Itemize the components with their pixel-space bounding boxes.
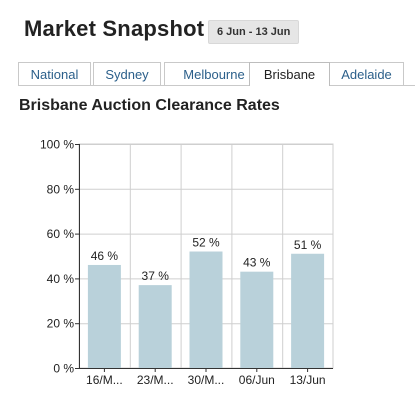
city-tabs: National Sydney Melbourne Brisbane Adela… bbox=[18, 62, 415, 86]
x-tick-label: 23/M... bbox=[137, 373, 174, 387]
tab-melbourne[interactable]: Melbourne bbox=[164, 62, 264, 85]
y-tick-label: 0 % bbox=[53, 362, 74, 376]
bar bbox=[291, 253, 325, 368]
clearance-rate-chart: 0 % 20 % 40 % 60 % 80 % 100 % 46 % 16/M... 37 % 2… bbox=[0, 128, 415, 410]
tab-sydney[interactable]: Sydney bbox=[93, 62, 161, 85]
y-tick-label: 60 % bbox=[47, 227, 75, 241]
page-title: Market Snapshot bbox=[24, 16, 205, 41]
bar bbox=[87, 264, 121, 368]
bar bbox=[189, 251, 223, 368]
x-tick-label: 06/Jun bbox=[239, 373, 275, 387]
bar-value-label: 43 % bbox=[243, 256, 271, 270]
tab-brisbane[interactable]: Brisbane bbox=[249, 62, 330, 86]
bar bbox=[240, 271, 274, 368]
bar-value-label: 37 % bbox=[142, 269, 170, 283]
date-range-badge: 6 Jun - 13 Jun bbox=[208, 20, 300, 44]
y-tick-label: 100 % bbox=[40, 138, 74, 152]
bar-chart-svg: 0 % 20 % 40 % 60 % 80 % 100 % 46 % 16/M... 37 % 2… bbox=[40, 138, 334, 387]
header: Market Snapshot 6 Jun - 13 Jun bbox=[0, 0, 415, 56]
y-tick-label: 20 % bbox=[47, 317, 75, 331]
chart-subtitle: Brisbane Auction Clearance Rates bbox=[19, 97, 280, 114]
x-tick-label: 30/M... bbox=[188, 373, 225, 387]
tab-adelaide[interactable]: Adelaide bbox=[329, 62, 404, 85]
y-tick-label: 80 % bbox=[47, 182, 75, 196]
x-tick-label: 16/M... bbox=[86, 373, 123, 387]
bar-value-label: 46 % bbox=[91, 249, 119, 263]
tab-national[interactable]: National bbox=[18, 62, 91, 85]
y-tick-label: 40 % bbox=[47, 272, 75, 286]
bar bbox=[138, 285, 172, 368]
bar-value-label: 52 % bbox=[192, 236, 220, 250]
x-tick-label: 13/Jun bbox=[290, 373, 326, 387]
bar-value-label: 51 % bbox=[294, 238, 322, 252]
tabs-baseline bbox=[18, 85, 415, 86]
